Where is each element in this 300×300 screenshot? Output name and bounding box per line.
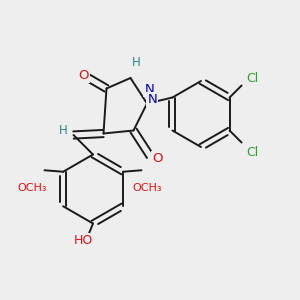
Text: N: N xyxy=(148,93,157,106)
Text: O: O xyxy=(152,152,163,165)
Text: OCH₃: OCH₃ xyxy=(133,183,162,194)
Text: N: N xyxy=(145,83,154,96)
Text: H: H xyxy=(132,56,141,70)
Text: O: O xyxy=(78,69,89,82)
Text: H: H xyxy=(58,124,68,137)
Text: OCH₃: OCH₃ xyxy=(18,183,47,194)
Text: Cl: Cl xyxy=(246,146,258,160)
Text: Cl: Cl xyxy=(246,71,258,85)
Text: HO: HO xyxy=(74,233,93,247)
